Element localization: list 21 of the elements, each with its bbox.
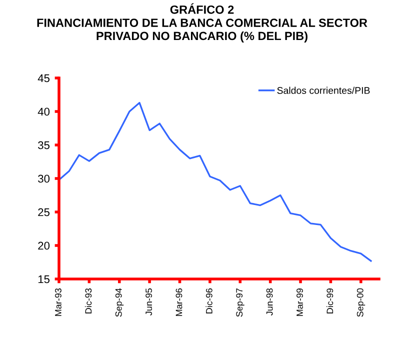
x-tick-label: Mar-93	[55, 288, 62, 316]
y-tick-label: 40	[38, 108, 50, 116]
x-tick-label: Sep-94	[115, 288, 124, 317]
chart-title: GRÁFICO 2 FINANCIAMIENTO DE LA BANCA COMERCIAL AL SECTOR PRIVADO NO BANCARIO (% DEL PIB)	[37, 3, 368, 42]
legend-label: Saldos corrientes/PIB	[277, 86, 370, 94]
y-tick-label: 25	[38, 208, 50, 216]
x-tick-label: Sep-97	[236, 288, 244, 317]
y-tick-label: 45	[38, 74, 50, 82]
y-tick-label: 20	[38, 242, 50, 250]
x-tick-label: Jun-95	[146, 288, 152, 316]
y-tick-label: 35	[38, 141, 50, 150]
x-tick-label: Mar-96	[176, 288, 182, 316]
y-tick-label: 15	[38, 275, 50, 284]
x-tick-label: Sep-00	[356, 288, 366, 317]
line-series	[59, 102, 372, 262]
x-tick-label: Dic-99	[326, 288, 334, 314]
y-tick-label: 30	[38, 174, 50, 183]
x-tick-label: Dic-93	[84, 288, 92, 314]
x-tick-label: Dic-96	[206, 288, 212, 314]
x-tick-label: Jun-98	[266, 288, 273, 316]
x-tick-label: Mar-99	[296, 288, 303, 316]
